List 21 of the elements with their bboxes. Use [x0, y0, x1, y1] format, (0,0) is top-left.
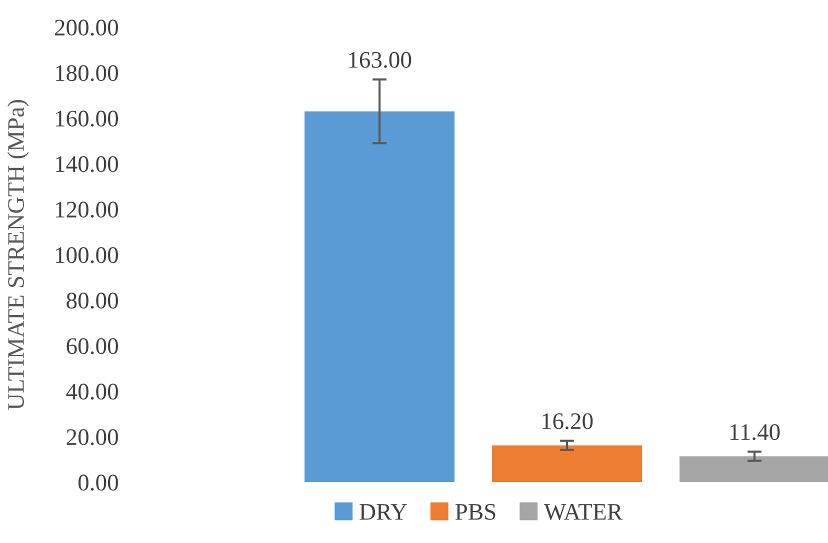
y-tick-label: 160.00: [56, 110, 118, 127]
y-tick-label: 100.00: [56, 247, 118, 264]
legend-label: DRY: [360, 504, 407, 520]
bar: [680, 456, 828, 482]
y-tick-label: 180.00: [56, 65, 118, 82]
y-tick-label: 140.00: [56, 156, 118, 172]
data-label: 163.00: [349, 52, 412, 68]
y-tick-label: 200.00: [54, 20, 118, 36]
y-tick-label: 80.00: [66, 292, 118, 309]
y-tick-label: 60.00: [66, 338, 118, 354]
bar: [492, 445, 642, 482]
y-tick-label: 40.00: [66, 384, 118, 400]
y-axis-title: ULTIMATE STRENGTH (MPa): [7, 100, 29, 410]
data-label: 16.20: [542, 413, 593, 430]
y-tick-label: 0.00: [78, 474, 118, 491]
y-tick-label: 20.00: [66, 429, 118, 446]
legend-label: PBS: [455, 504, 496, 520]
legend-label: WATER: [544, 504, 623, 520]
y-tick-label: 120.00: [56, 202, 118, 218]
bar: [304, 111, 455, 482]
data-label: 11.40: [730, 424, 780, 440]
